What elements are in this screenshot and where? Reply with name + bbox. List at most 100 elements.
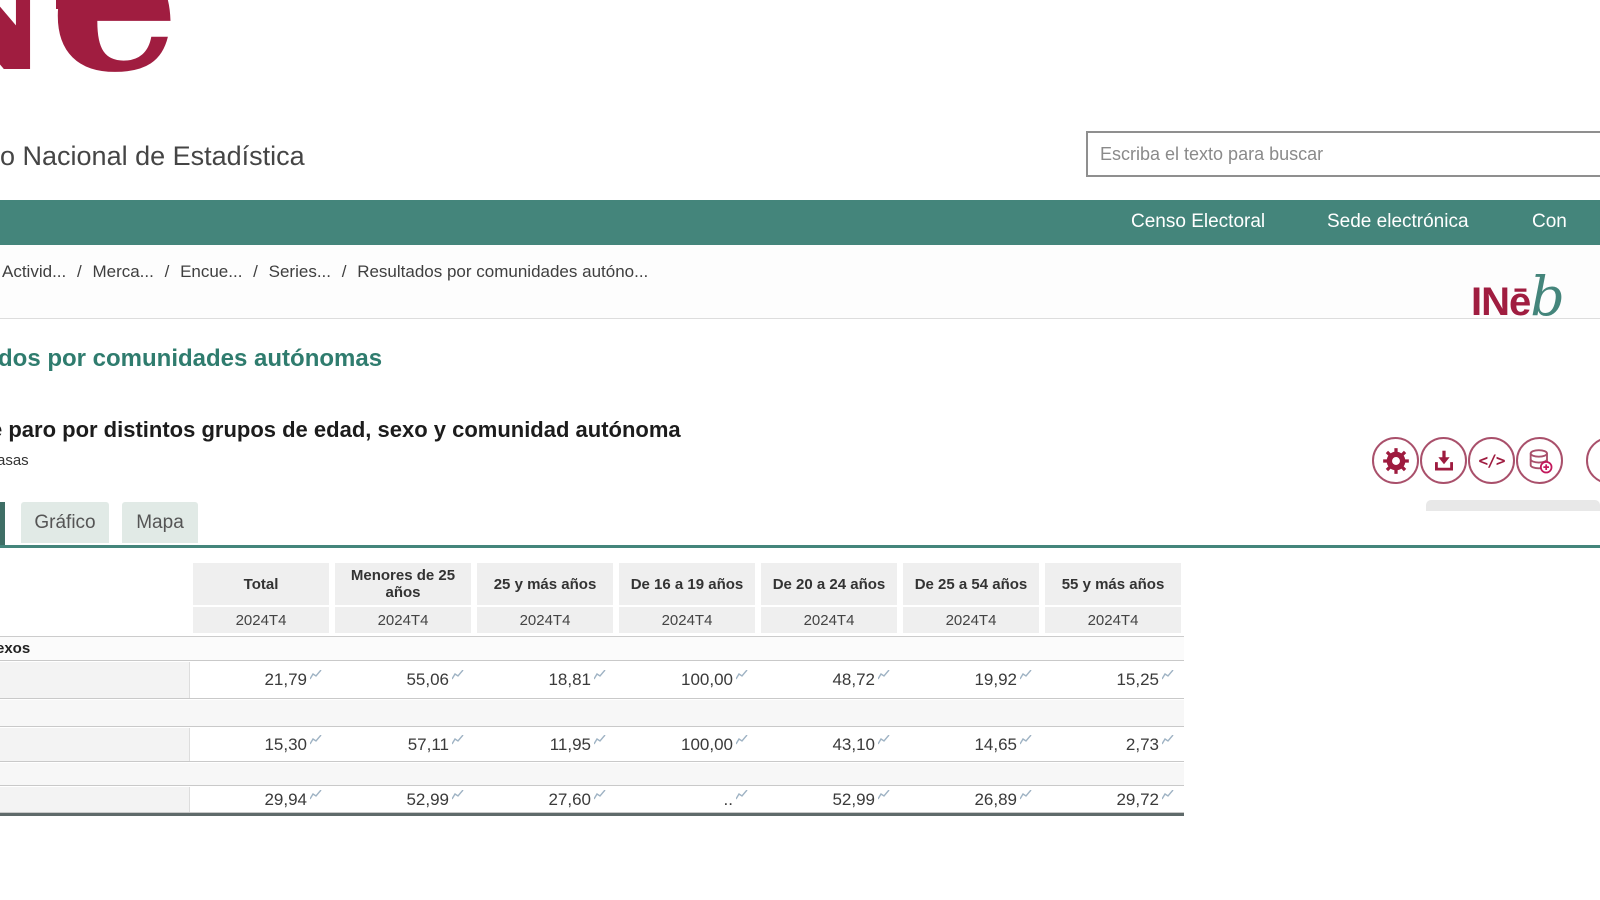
code-icon: </> xyxy=(1478,451,1506,470)
value-cell: 55,06 xyxy=(332,662,474,698)
nav-contacto-partial[interactable]: Con xyxy=(1532,211,1567,232)
value: 19,92 xyxy=(974,670,1017,689)
value: 26,89 xyxy=(974,789,1017,809)
group-label: exos xyxy=(0,640,31,657)
period-cell: 2024T4 xyxy=(477,607,613,633)
series-graph-icon[interactable] xyxy=(310,670,322,680)
database-add-icon xyxy=(1529,448,1552,473)
value: 52,99 xyxy=(406,789,449,809)
nav-censo-electoral[interactable]: Censo Electoral xyxy=(1131,211,1266,232)
org-name: o Nacional de Estadística xyxy=(0,141,305,171)
tab-tabla-edge[interactable] xyxy=(0,502,5,545)
value: 15,30 xyxy=(264,734,307,754)
series-graph-icon[interactable] xyxy=(878,789,890,800)
value-cell: 21,79 xyxy=(190,662,332,698)
download-button[interactable] xyxy=(1420,437,1467,484)
series-graph-icon[interactable] xyxy=(736,734,748,745)
series-graph-icon[interactable] xyxy=(1162,670,1174,680)
column-header: 25 y más años xyxy=(477,563,613,605)
value-cell: 19,92 xyxy=(900,662,1042,698)
value: 100,00 xyxy=(681,734,733,754)
toolbar-button-partial[interactable] xyxy=(1586,437,1600,484)
value-cell: 52,99 xyxy=(332,787,474,812)
tab-mapa[interactable]: Mapa xyxy=(122,502,198,543)
value-cell: 15,25 xyxy=(1042,662,1184,698)
database-add-button[interactable] xyxy=(1516,437,1563,484)
table-group-row: exos xyxy=(0,636,1184,661)
value-cell: 18,81 xyxy=(474,662,616,698)
inebase-logo-ine: INē xyxy=(1471,280,1531,324)
series-graph-icon[interactable] xyxy=(1162,734,1174,745)
table-period-row: 2024T4 2024T4 2024T4 2024T4 2024T4 2024T… xyxy=(0,607,1184,633)
value: 18,81 xyxy=(548,670,591,689)
value: 29,72 xyxy=(1116,789,1159,809)
series-graph-icon[interactable] xyxy=(452,789,464,800)
value: 14,65 xyxy=(974,734,1017,754)
value-cell: 11,95 xyxy=(474,728,616,761)
table-bottom-border xyxy=(0,813,1184,816)
units-label: asas xyxy=(0,452,29,469)
nav-sede-electronica[interactable]: Sede electrónica xyxy=(1327,211,1469,232)
period-cell: 2024T4 xyxy=(335,607,471,633)
series-graph-icon[interactable] xyxy=(1020,734,1032,745)
breadcrumb-separator: / xyxy=(341,262,347,281)
value-cell: 43,10 xyxy=(758,728,900,761)
ine-logo-macron xyxy=(56,0,153,9)
column-header: De 16 a 19 años xyxy=(619,563,755,605)
table-header-row: Total Menores de 25 años 25 y más años D… xyxy=(0,563,1184,605)
column-header: Total xyxy=(193,563,329,605)
tab-grafico[interactable]: Gráfico xyxy=(21,502,109,543)
series-graph-icon[interactable] xyxy=(878,734,890,745)
value: 27,60 xyxy=(548,789,591,809)
gear-icon xyxy=(1382,447,1409,474)
row-label-cell xyxy=(0,787,190,812)
breadcrumb-current: Resultados por comunidades autóno... xyxy=(357,262,649,281)
series-graph-icon[interactable] xyxy=(1162,789,1174,800)
series-graph-icon[interactable] xyxy=(1020,670,1032,680)
breadcrumb-item-encuesta[interactable]: Encue... xyxy=(180,262,243,281)
row-label-cell xyxy=(0,662,190,698)
series-graph-icon[interactable] xyxy=(736,789,748,800)
series-graph-icon[interactable] xyxy=(594,734,606,745)
breadcrumb-item-actividad[interactable]: Activid... xyxy=(2,262,67,281)
embed-code-button[interactable]: </> xyxy=(1468,437,1515,484)
value: 43,10 xyxy=(832,734,875,754)
value-cell: 100,00 xyxy=(616,728,758,761)
value: 29,94 xyxy=(264,789,307,809)
breadcrumb-item-mercado[interactable]: Merca... xyxy=(92,262,154,281)
inebase-logo[interactable]: INēb xyxy=(1471,265,1565,328)
table-row: 15,30 57,11 11,95 100,00 43,10 14,65 2,7… xyxy=(0,728,1184,762)
value: 57,11 xyxy=(407,734,449,754)
value: 15,25 xyxy=(1116,670,1159,689)
table-group-row-offscreen xyxy=(0,763,1184,786)
settings-button[interactable] xyxy=(1372,437,1419,484)
series-graph-icon[interactable] xyxy=(452,734,464,745)
top-navbar: Censo Electoral Sede electrónica Con xyxy=(0,200,1600,245)
value: 100,00 xyxy=(681,670,733,689)
series-graph-icon[interactable] xyxy=(310,734,322,745)
value: .. xyxy=(723,789,733,809)
series-graph-icon[interactable] xyxy=(878,670,890,680)
section-title: dos por comunidades autónomas xyxy=(0,345,383,372)
series-graph-icon[interactable] xyxy=(452,670,464,680)
series-graph-icon[interactable] xyxy=(594,789,606,800)
value-cell: 26,89 xyxy=(900,787,1042,812)
series-graph-icon[interactable] xyxy=(594,670,606,680)
search-input[interactable] xyxy=(1086,131,1600,177)
breadcrumb-item-series[interactable]: Series... xyxy=(268,262,331,281)
value-cell: 29,72 xyxy=(1042,787,1184,812)
value-cell: 2,73 xyxy=(1042,728,1184,761)
value-cell: .. xyxy=(616,787,758,812)
period-cell: 2024T4 xyxy=(193,607,329,633)
column-header: 55 y más años xyxy=(1045,563,1181,605)
period-cell: 2024T4 xyxy=(761,607,897,633)
breadcrumb-separator: / xyxy=(164,262,170,281)
series-graph-icon[interactable] xyxy=(736,670,748,680)
series-graph-icon[interactable] xyxy=(1020,789,1032,800)
breadcrumb-strip: Activid... / Merca... / Encue... / Serie… xyxy=(0,245,1600,328)
series-graph-icon[interactable] xyxy=(310,789,322,800)
breadcrumb-separator: / xyxy=(76,262,82,281)
ine-logo[interactable]: Ne xyxy=(0,0,180,101)
value-cell: 27,60 xyxy=(474,787,616,812)
